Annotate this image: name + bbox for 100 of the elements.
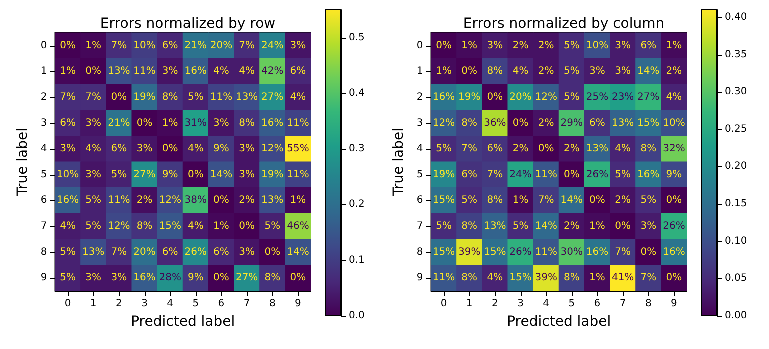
data-label: 3% [86, 169, 102, 180]
x-tick-label: 0 [440, 298, 448, 310]
data-label: 13% [236, 92, 258, 103]
data-label: 26% [184, 246, 208, 258]
data-label: 14% [535, 221, 558, 232]
data-label: 7% [615, 246, 632, 258]
y-tick-label: 8 [40, 246, 48, 258]
y-tick-label: 6 [416, 195, 424, 206]
data-label: 11% [432, 272, 456, 284]
data-label: 26% [586, 169, 609, 180]
data-label: 8% [487, 66, 504, 78]
x-tick-label: 5 [192, 298, 200, 310]
y-tick-label: 2 [40, 92, 48, 103]
data-label: 0% [462, 66, 478, 78]
data-label: 38% [184, 195, 208, 206]
y-tick-label: 7 [40, 221, 48, 232]
color-bar-label: 0.35 [725, 49, 748, 60]
data-label: 16% [586, 246, 609, 258]
data-label: 7% [462, 144, 478, 155]
data-label: 24% [262, 40, 284, 52]
data-label: 16% [432, 92, 456, 103]
data-label: 6% [60, 118, 76, 129]
data-label: 3% [239, 246, 256, 258]
data-label: 12% [262, 144, 284, 155]
data-label: 13% [586, 144, 609, 155]
data-label: 3% [487, 40, 504, 52]
data-label: 6% [640, 40, 657, 52]
data-label: 6% [590, 118, 606, 129]
color-bar-label: 0.05 [725, 273, 748, 284]
data-label: 28% [159, 272, 182, 284]
data-label: 5% [111, 169, 128, 180]
x-tick-label: 1 [90, 298, 97, 310]
data-label: 41% [612, 272, 634, 284]
data-label: 13% [612, 118, 634, 129]
data-label: 25% [586, 92, 609, 103]
data-label: 15% [510, 272, 532, 284]
chart-title: Errors normalized by column [463, 16, 665, 32]
data-label: 9% [188, 272, 204, 284]
data-label: 4% [214, 66, 230, 78]
data-label: 0% [590, 195, 606, 206]
x-tick-label: 8 [645, 298, 652, 310]
data-label: 2% [239, 195, 256, 206]
data-label: 13% [484, 221, 506, 232]
data-label: 2% [564, 144, 580, 155]
data-label: 12% [108, 221, 130, 232]
color-bar-label: 0.4 [349, 88, 365, 99]
data-label: 5% [564, 66, 580, 78]
color-bar-label: 0.15 [725, 198, 748, 210]
data-label: 5% [86, 221, 102, 232]
data-label: 2% [666, 66, 682, 78]
data-label: 26% [663, 221, 686, 232]
data-label: 0% [239, 221, 256, 232]
data-label: 5% [60, 246, 76, 258]
data-label: 0% [538, 144, 554, 155]
data-label: 12% [159, 195, 182, 206]
x-tick-label: 3 [518, 298, 524, 310]
data-label: 11% [134, 66, 156, 78]
x-tick-label: 9 [671, 298, 678, 310]
y-axis-title: True label [15, 128, 31, 198]
data-label: 4% [290, 92, 306, 103]
data-label: 0% [86, 66, 102, 78]
data-label: 15% [638, 118, 660, 129]
data-label: 10% [586, 40, 609, 52]
data-label: 3% [590, 66, 606, 78]
data-label: 27% [262, 92, 284, 103]
data-label: 7% [640, 272, 657, 284]
data-label: 2% [512, 40, 529, 52]
data-label: 1% [214, 221, 230, 232]
data-label: 5% [60, 272, 76, 284]
data-label: 3% [239, 169, 256, 180]
data-label: 8% [462, 221, 478, 232]
data-label: 4% [512, 66, 529, 78]
x-tick-label: 9 [295, 298, 302, 310]
data-label: 15% [432, 195, 456, 206]
data-label: 6% [290, 66, 306, 78]
y-tick-label: 2 [416, 92, 424, 103]
data-label: 12% [535, 92, 558, 103]
data-label: 5% [264, 221, 281, 232]
data-label: 3% [615, 40, 632, 52]
data-label: 9% [214, 144, 230, 155]
data-label: 8% [640, 144, 657, 155]
color-bar-label: 0.20 [725, 161, 748, 172]
data-label: 11% [287, 118, 310, 129]
data-label: 14% [638, 66, 660, 78]
data-label: 3% [290, 40, 306, 52]
x-tick-label: 1 [466, 298, 473, 310]
data-label: 13% [108, 66, 130, 78]
data-label: 1% [462, 40, 478, 52]
data-label: 14% [210, 169, 233, 180]
data-label: 20% [210, 40, 233, 52]
data-label: 11% [108, 195, 130, 206]
color-bar-label: 0.40 [725, 12, 748, 23]
data-label: 1% [436, 66, 452, 78]
x-tick-label: 7 [244, 298, 250, 310]
data-label: 2% [564, 221, 580, 232]
data-label: 8% [564, 272, 580, 284]
data-label: 7% [111, 246, 128, 258]
data-label: 20% [134, 246, 156, 258]
data-label: 42% [262, 66, 284, 78]
data-label: 4% [60, 221, 76, 232]
